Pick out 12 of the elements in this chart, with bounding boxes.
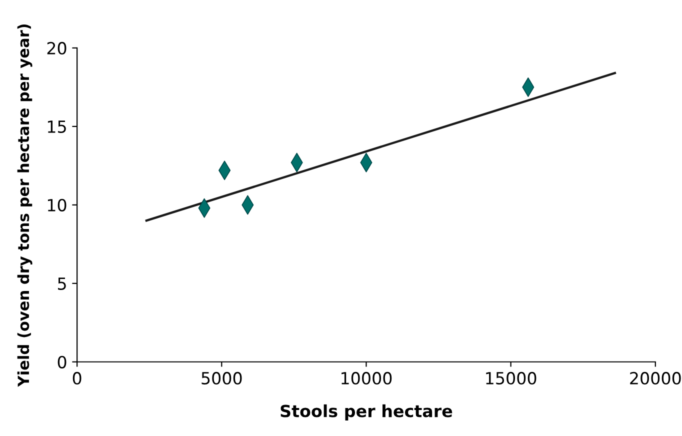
y-axis-title: Yield (oven dry tons per hectare per year)	[17, 24, 32, 387]
x-tick-label: 15000	[486, 372, 536, 385]
x-tick-label: 10000	[342, 372, 392, 385]
x-tick-label: 20000	[630, 372, 681, 385]
x-tick-label: 0	[72, 372, 82, 385]
x-axis-title: Stools per hectare	[280, 404, 452, 421]
y-tick-label: 5	[58, 278, 66, 290]
y-tick-label: 15	[48, 120, 66, 134]
y-tick-label: 10	[48, 198, 66, 212]
y-tick-label: 0	[58, 356, 66, 368]
x-tick-label: 5000	[202, 372, 242, 385]
y-tick-label: 20	[47, 42, 66, 55]
